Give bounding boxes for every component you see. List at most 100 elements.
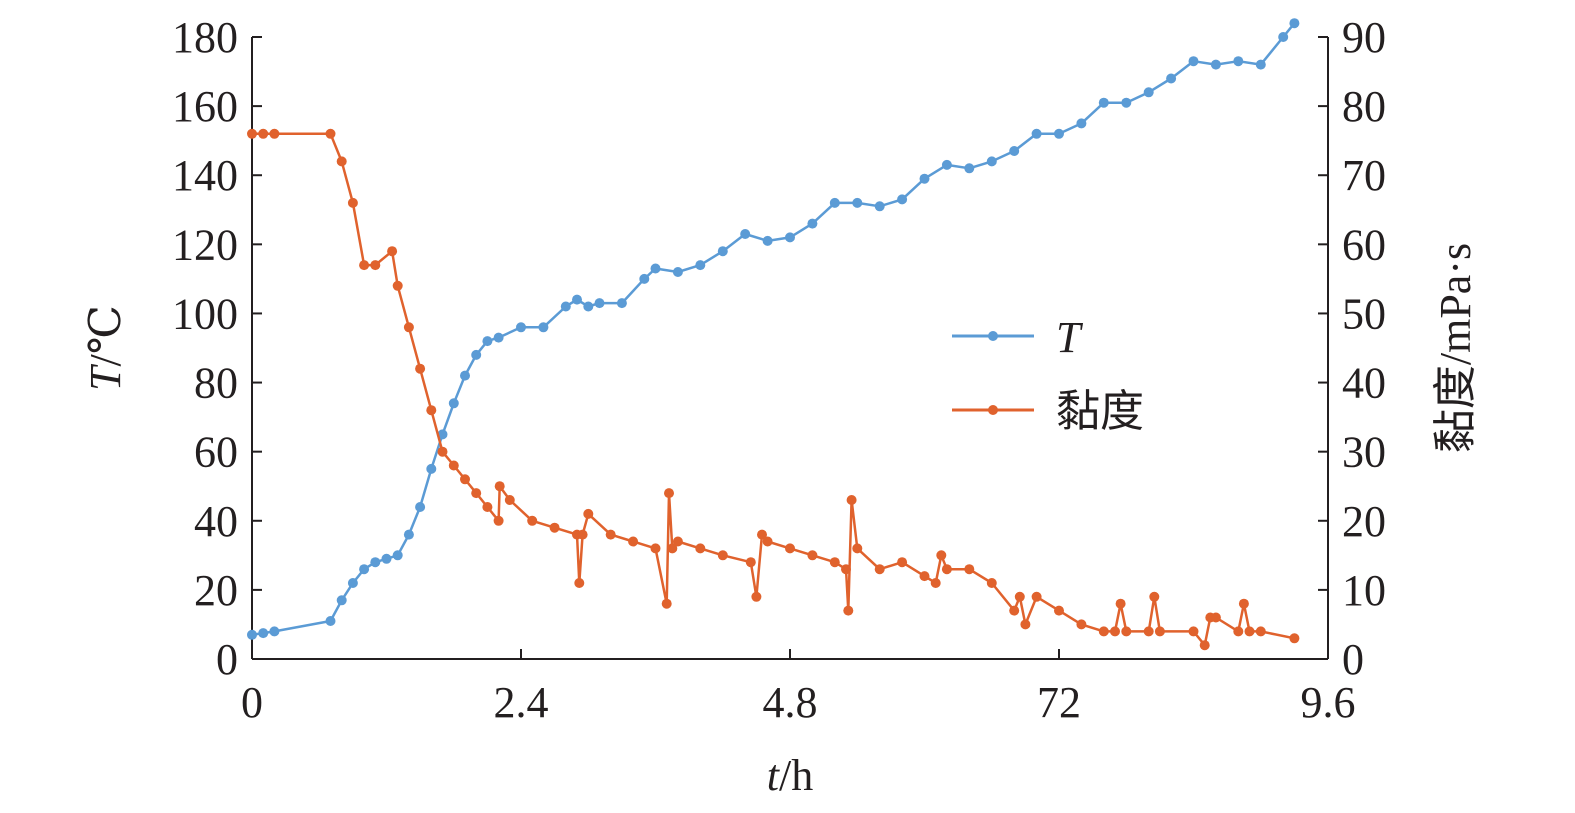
x-tick-label: 4.8	[763, 678, 818, 727]
data-point	[829, 197, 840, 208]
data-point	[785, 543, 795, 554]
data-point	[247, 128, 257, 139]
legend-label-viscosity: 黏度	[1056, 387, 1144, 436]
data-point	[269, 626, 280, 637]
data-point	[936, 550, 947, 561]
series-temperature	[247, 18, 1300, 640]
data-point	[258, 628, 269, 639]
data-point	[493, 515, 504, 526]
data-point	[616, 298, 627, 309]
x-tick-label: 72	[1037, 678, 1081, 727]
right-y-tick-label: 50	[1342, 289, 1386, 338]
data-point	[258, 128, 269, 139]
data-point	[1210, 59, 1221, 70]
data-point	[751, 591, 762, 602]
right-y-tick-label: 80	[1342, 82, 1386, 131]
data-point	[325, 128, 336, 139]
data-point	[482, 502, 493, 512]
data-point	[1233, 626, 1244, 637]
right-y-tick-label: 30	[1342, 428, 1386, 477]
data-point	[1054, 128, 1064, 139]
data-point	[437, 429, 448, 440]
data-point	[516, 322, 526, 333]
data-point	[1143, 87, 1154, 98]
left-y-tick-label: 120	[172, 220, 238, 269]
data-point	[1188, 56, 1199, 67]
data-point	[650, 543, 661, 554]
data-point	[757, 529, 767, 540]
x-tick-label: 2.4	[494, 678, 549, 727]
data-point	[1238, 598, 1249, 609]
data-point	[577, 529, 588, 540]
right-y-axis-label: 黏度/mPa·s	[1431, 243, 1480, 453]
right-y-tick-label: 20	[1342, 497, 1386, 546]
data-point	[448, 460, 459, 471]
data-point	[919, 571, 930, 582]
x-axis-unit: /h	[779, 751, 813, 800]
legend: T 黏度	[952, 313, 1144, 436]
data-point	[1115, 598, 1126, 609]
data-point	[1149, 591, 1160, 602]
data-point	[583, 508, 594, 519]
data-point	[347, 578, 358, 588]
left-y-tick-label: 40	[194, 497, 238, 546]
data-point	[639, 273, 650, 284]
left-y-tick-label: 20	[194, 566, 238, 615]
data-point	[1188, 626, 1199, 637]
data-point	[1098, 626, 1109, 637]
data-point	[745, 557, 756, 568]
data-point	[426, 463, 437, 474]
data-point	[504, 495, 515, 505]
data-point	[1076, 118, 1087, 129]
data-point	[874, 564, 885, 575]
data-point	[482, 336, 493, 347]
data-point	[426, 405, 437, 416]
data-point	[672, 267, 683, 277]
data-point	[359, 260, 370, 271]
right-y-tick-label: 0	[1342, 635, 1364, 684]
data-point	[897, 557, 908, 568]
data-point	[740, 229, 751, 239]
data-point	[325, 616, 336, 626]
data-point	[1121, 97, 1132, 108]
data-point	[336, 595, 347, 606]
right-y-tick-label: 70	[1342, 151, 1386, 200]
data-point	[852, 197, 863, 208]
data-point	[359, 564, 370, 575]
left-y-tick-label: 0	[216, 635, 238, 684]
data-point	[415, 502, 426, 512]
left-y-axis-var: T	[81, 363, 130, 391]
x-tick-label: 9.6	[1301, 678, 1356, 727]
x-tick-label: 0	[241, 678, 263, 727]
series-viscosity	[247, 128, 1300, 651]
data-point	[717, 550, 728, 561]
data-point	[672, 536, 683, 547]
data-point	[560, 301, 571, 312]
data-point	[1255, 59, 1266, 70]
data-point	[494, 481, 505, 492]
series-layer	[247, 18, 1300, 651]
data-point	[829, 557, 840, 568]
left-y-tick-label: 100	[172, 289, 238, 338]
data-point	[471, 349, 482, 360]
data-point	[1076, 619, 1087, 630]
data-point	[762, 536, 773, 547]
data-point	[347, 197, 358, 208]
data-point	[583, 301, 594, 312]
data-point	[919, 173, 930, 184]
data-point	[1233, 56, 1244, 67]
left-y-tick-label: 140	[172, 151, 238, 200]
data-point	[448, 398, 459, 409]
x-axis-var: t	[767, 751, 781, 800]
legend-label-temperature: T	[1056, 313, 1084, 362]
data-point	[527, 515, 538, 526]
data-point	[874, 201, 885, 212]
data-point	[549, 522, 560, 533]
data-point	[471, 488, 482, 499]
data-point	[1244, 626, 1255, 637]
data-point	[717, 246, 728, 257]
data-point	[807, 218, 818, 229]
data-point	[664, 488, 674, 499]
data-point	[1289, 18, 1300, 29]
x-ticks: 0 2.4 4.8 72 9.6	[241, 649, 1356, 727]
